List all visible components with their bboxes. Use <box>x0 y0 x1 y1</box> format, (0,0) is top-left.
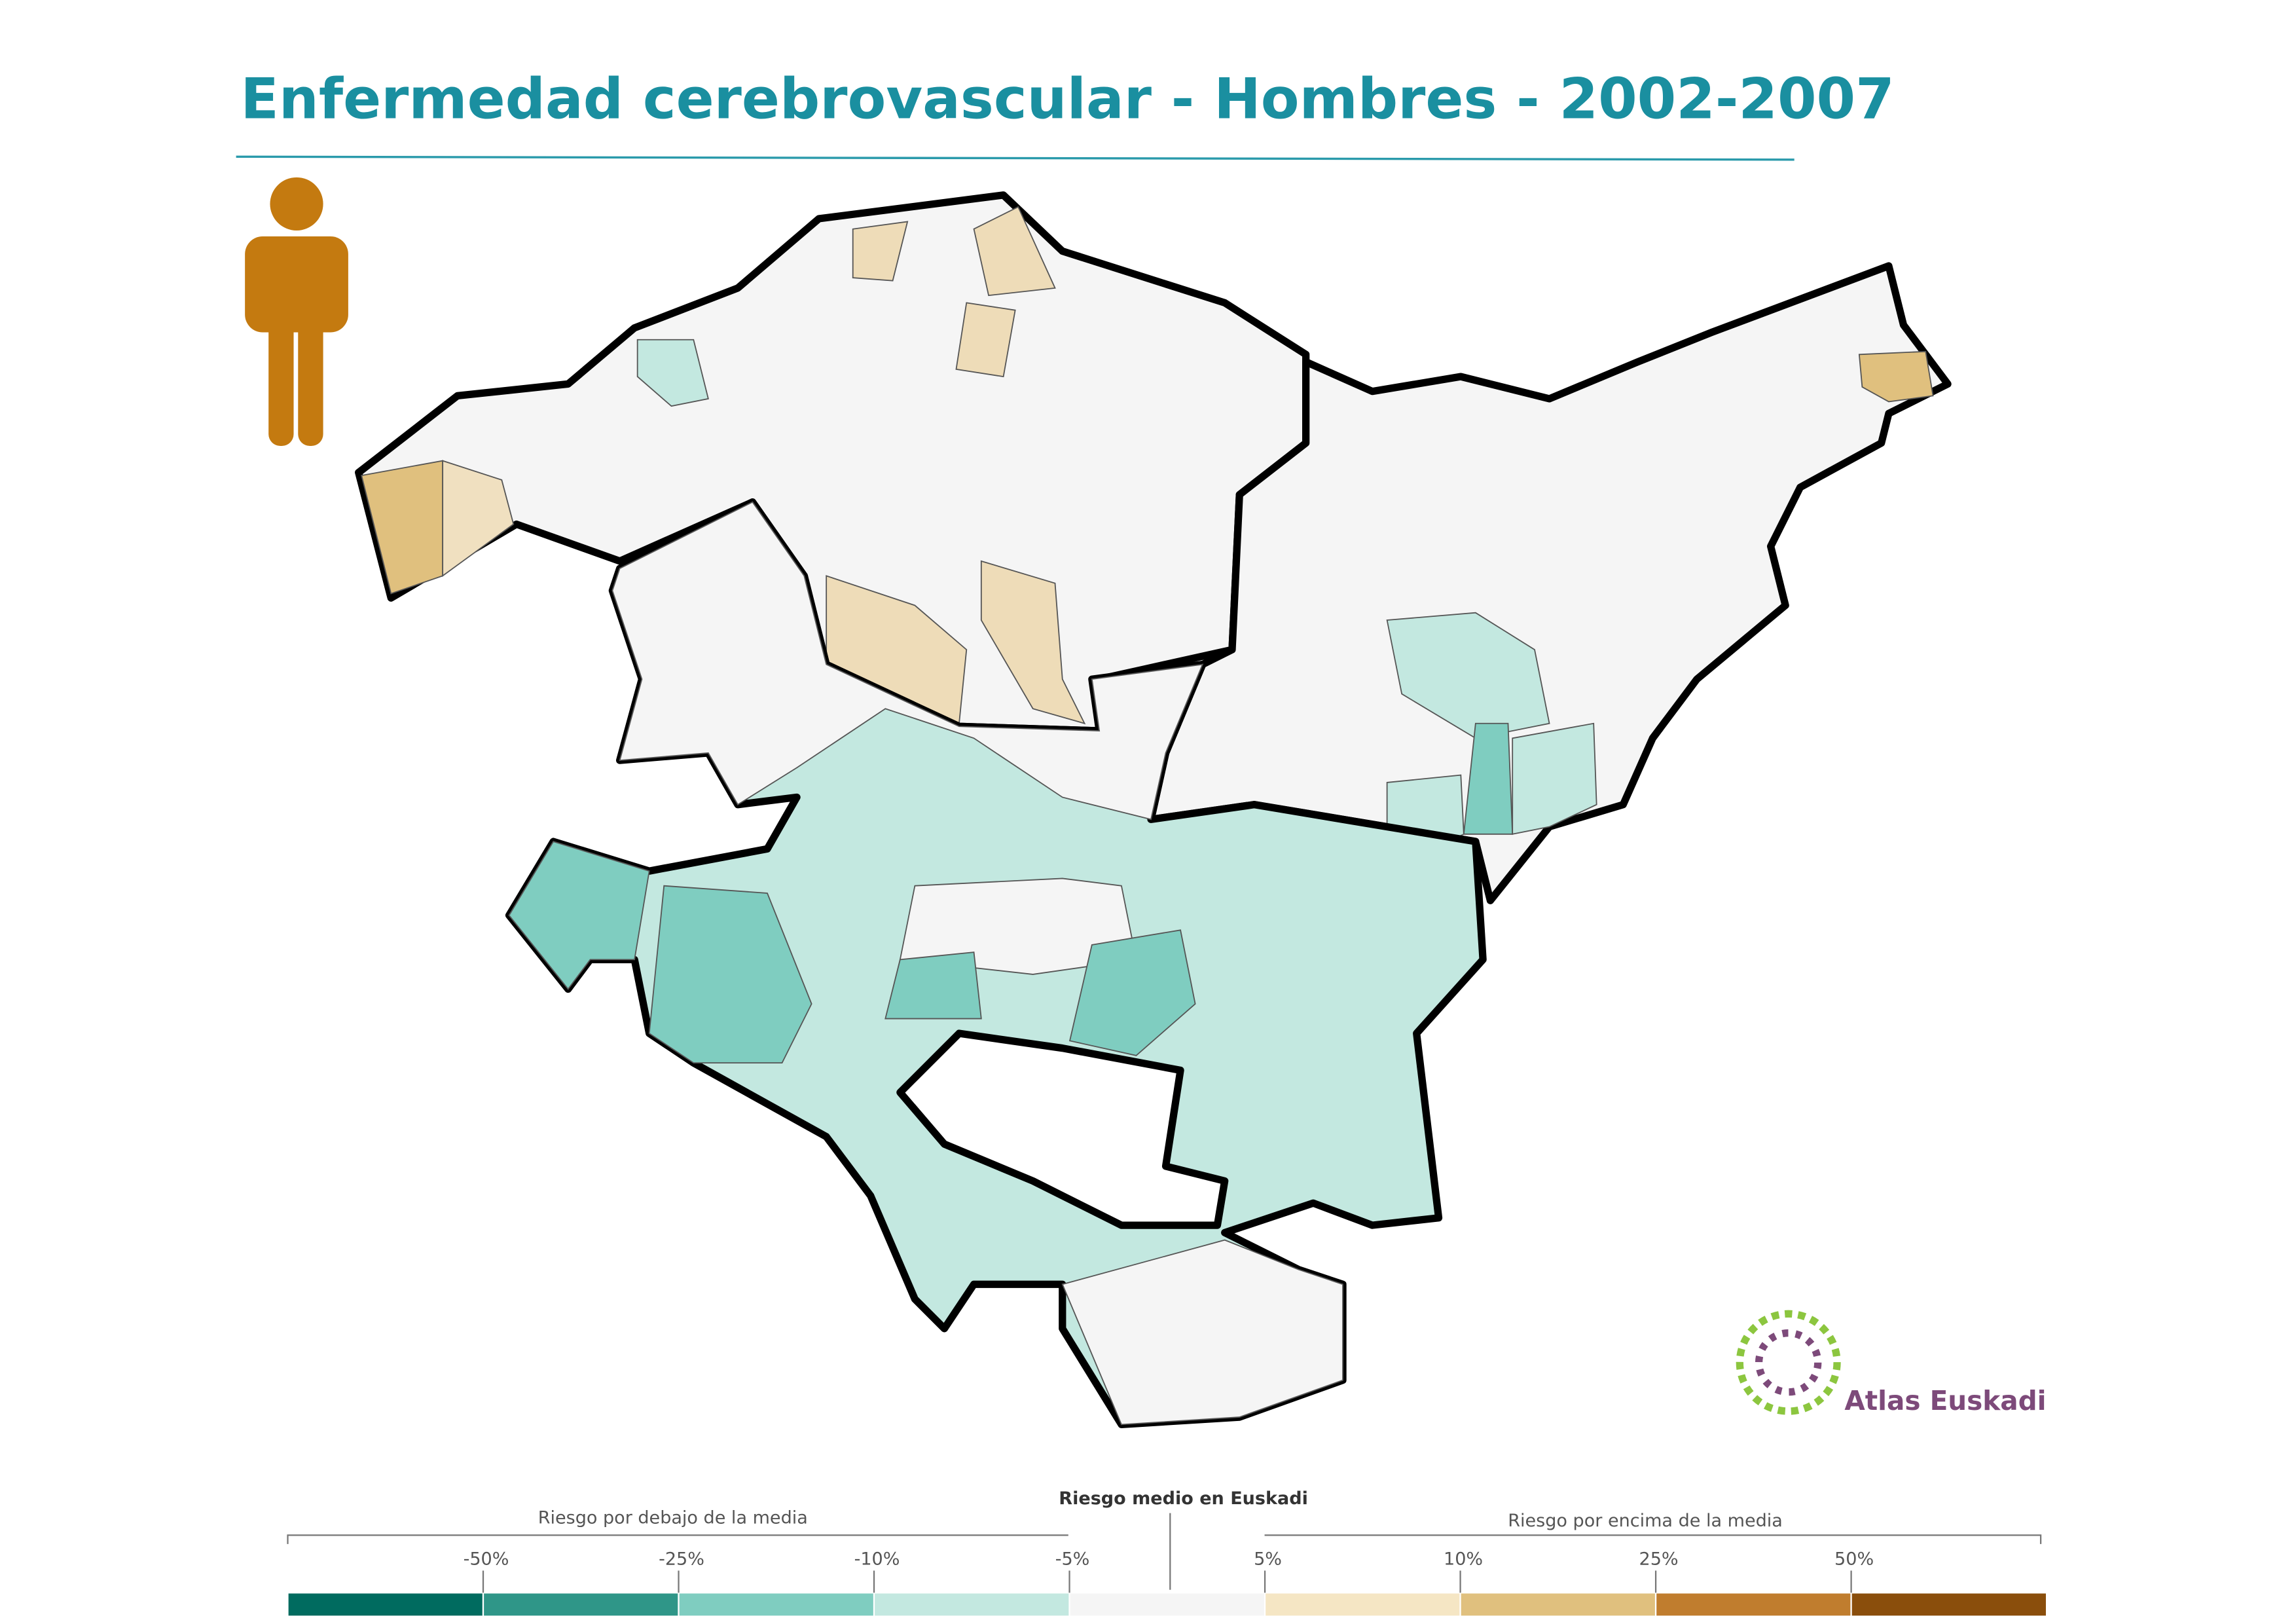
legend-threshold: 5% <box>1254 1549 1282 1569</box>
municipality <box>636 339 709 407</box>
legend-swatch <box>1068 1592 1266 1617</box>
title: Enfermedad cerebrovascular - Hombres - 2… <box>240 67 1894 132</box>
legend-threshold: -5% <box>1055 1549 1090 1569</box>
title-rule <box>236 155 1795 161</box>
municipality <box>611 501 1204 821</box>
legend-threshold: -10% <box>854 1549 900 1569</box>
municipality <box>1512 722 1597 835</box>
legend-bracket <box>287 1534 1068 1544</box>
logo-text: Atlas Euskadi <box>1844 1385 2046 1416</box>
municipality <box>980 560 1086 725</box>
trevino-enclave <box>896 1029 1229 1229</box>
person-icon <box>245 177 348 447</box>
municipality <box>1386 612 1550 739</box>
legend-swatch <box>482 1592 680 1617</box>
municipality <box>973 206 1056 297</box>
legend-swatch <box>873 1592 1070 1617</box>
legend: Riesgo por debajo de la media Riesgo med… <box>287 1488 2048 1617</box>
legend-swatch <box>1850 1592 2048 1617</box>
legend-swatch <box>1654 1592 1852 1617</box>
map <box>355 191 1952 1428</box>
municipality <box>852 221 909 282</box>
logo: Atlas Euskadi <box>1736 1310 2047 1416</box>
legend-swatch <box>287 1592 484 1617</box>
legend-swatch <box>678 1592 875 1617</box>
legend-below: Riesgo por debajo de la media <box>538 1507 808 1528</box>
municipality <box>884 951 982 1020</box>
legend-swatch <box>1459 1592 1657 1617</box>
municipality <box>442 460 515 578</box>
legend-threshold: -25% <box>659 1549 704 1569</box>
legend-threshold: 50% <box>1834 1549 1874 1569</box>
municipality <box>1068 929 1196 1056</box>
legend-threshold: -50% <box>464 1549 509 1569</box>
municipality <box>648 885 812 1064</box>
municipality <box>955 302 1016 378</box>
legend-swatch <box>1264 1592 1461 1617</box>
legend-above: Riesgo por encima de la media <box>1508 1511 1783 1531</box>
legend-threshold: 10% <box>1444 1549 1483 1569</box>
legend-threshold: 25% <box>1639 1549 1679 1569</box>
legend-mean: Riesgo medio en Euskadi <box>1059 1488 1308 1509</box>
municipality <box>1061 1239 1343 1426</box>
municipality <box>508 841 650 990</box>
legend-bracket <box>1264 1534 2042 1544</box>
municipality <box>1858 350 1934 403</box>
